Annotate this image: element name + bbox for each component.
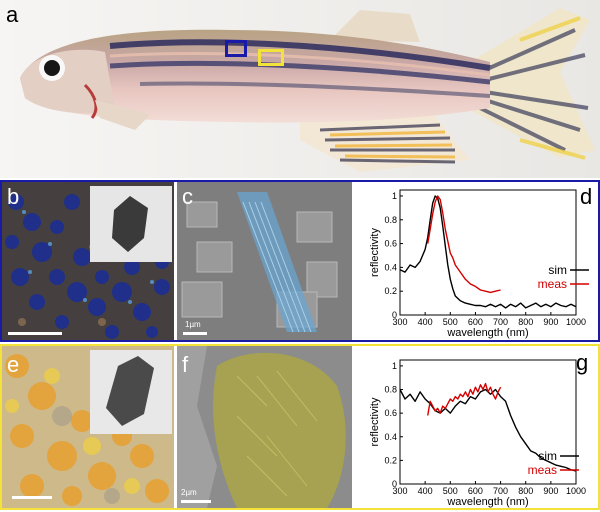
x-axis-label: wavelength (nm) (446, 327, 528, 339)
panel-f: 2µm f (177, 346, 352, 508)
chart-g: 300 400 500 600 700 800 900 1000 0 0.2 0.4 0.6 0.8 1 w… (369, 359, 586, 508)
x-tick-label: 800 (518, 486, 533, 496)
scale-text-c: 1µm (185, 320, 201, 329)
y-axis-label: reflectivity (369, 228, 381, 277)
panel-a: a (0, 0, 600, 178)
legend-label-sim: sim (548, 263, 567, 277)
x-tick-label: 500 (443, 486, 458, 496)
y-tick-label: 0.6 (384, 408, 397, 418)
panel-c: 1µm c (177, 182, 352, 340)
x-tick-label: 400 (418, 486, 433, 496)
series-line-meas (427, 382, 502, 416)
y-tick-label: 0.8 (384, 215, 397, 225)
y-tick-label: 1 (392, 191, 397, 201)
y-tick-label: 0.2 (384, 455, 397, 465)
blue-platelets-image (2, 182, 174, 340)
x-tick-label: 600 (468, 317, 483, 327)
y-tick-label: 0 (392, 310, 397, 320)
x-tick-label: 1000 (566, 486, 586, 496)
x-tick-label: 400 (418, 317, 433, 327)
x-tick-label: 700 (493, 317, 508, 327)
fish-illustration (0, 0, 600, 178)
panel-b: b (2, 182, 174, 340)
y-tick-label: 0.8 (384, 385, 397, 395)
y-tick-label: 0.4 (384, 262, 397, 272)
x-tick-label: 900 (543, 486, 558, 496)
panel-d: 300 400 500 600 700 800 900 1000 0 0.2 0.4 0.6 0.8 1 w… (354, 182, 598, 340)
x-tick-label: 600 (468, 486, 483, 496)
legend-label-sim: sim (538, 449, 557, 463)
x-tick-label: 700 (493, 486, 508, 496)
plot-frame (399, 189, 577, 316)
sem-image-f (177, 346, 352, 508)
scale-bar-f (181, 500, 211, 503)
series-line-sim (399, 195, 577, 309)
y-axis-label: reflectivity (369, 397, 381, 446)
yellow-selection-box (258, 49, 284, 66)
panel-e: e (2, 346, 174, 508)
chart-d: 300 400 500 600 700 800 900 1000 0 0.2 0.4 0.6 0.8 1 w… (369, 189, 589, 339)
yellow-platelets-image (2, 346, 174, 508)
x-tick-label: 300 (392, 486, 407, 496)
y-tick-label: 0.6 (384, 239, 397, 249)
y-tick-label: 0 (392, 479, 397, 489)
x-tick-label: 1000 (566, 317, 586, 327)
panel-label-c: c (182, 184, 193, 209)
scale-bar-e (12, 496, 52, 499)
panel-label-g: g (576, 350, 589, 375)
scale-bar-c (183, 332, 207, 335)
series-line-meas (427, 195, 501, 294)
y-tick-label: 0.2 (384, 286, 397, 296)
blue-selection-box (225, 40, 247, 57)
scale-text-f: 2µm (181, 488, 197, 497)
panel-label-b: b (7, 184, 20, 209)
panel-label-d: d (580, 184, 593, 209)
panel-g: 300 400 500 600 700 800 900 1000 0 0.2 0.4 0.6 0.8 1 w… (354, 346, 598, 508)
plot-frame (399, 359, 577, 485)
y-tick-label: 1 (392, 361, 397, 371)
x-tick-label: 800 (518, 317, 533, 327)
panel-label-f: f (182, 352, 189, 377)
row-yellow-frame (0, 344, 600, 510)
x-tick-label: 900 (543, 317, 558, 327)
legend-label-meas: meas (528, 463, 557, 477)
x-axis-label: wavelength (nm) (446, 496, 528, 508)
x-tick-label: 300 (392, 317, 407, 327)
y-tick-label: 0.4 (384, 432, 397, 442)
panel-label-e: e (7, 352, 20, 377)
legend-label-meas: meas (538, 277, 567, 291)
scale-bar-b (8, 332, 62, 335)
sem-image-c (177, 182, 352, 340)
panel-label-a: a (6, 2, 19, 27)
row-blue-frame (0, 180, 600, 342)
x-tick-label: 500 (443, 317, 458, 327)
